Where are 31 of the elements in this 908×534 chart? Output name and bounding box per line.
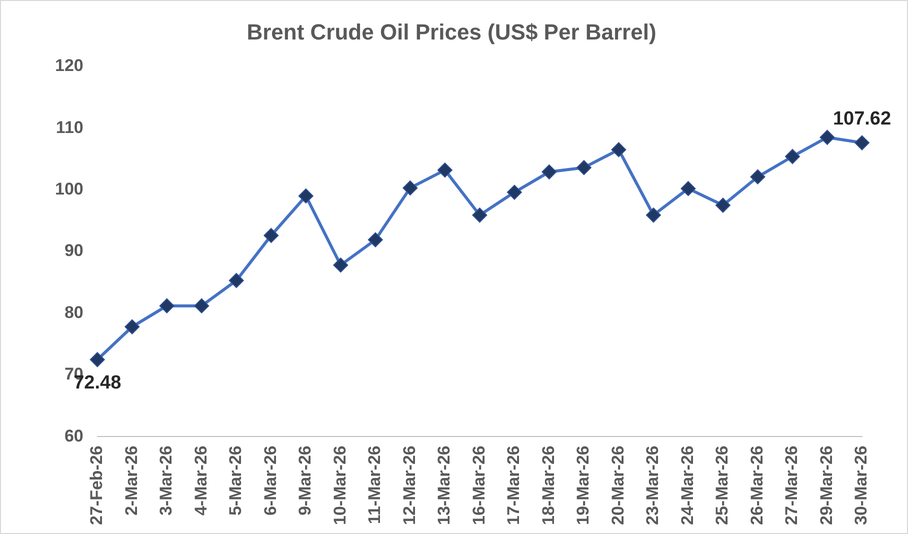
x-tick-label: 4-Mar-26 (191, 446, 210, 516)
x-tick-label: 27-Feb-26 (87, 446, 106, 526)
x-tick-label: 12-Mar-26 (400, 446, 419, 526)
chart-title: Brent Crude Oil Prices (US$ Per Barrel) (246, 19, 656, 44)
x-tick-label: 26-Mar-26 (747, 446, 766, 526)
x-tick-label: 9-Mar-26 (296, 446, 315, 516)
x-tick-label: 30-Mar-26 (852, 446, 871, 526)
x-tick-label: 29-Mar-26 (816, 446, 836, 526)
x-tick-label: 10-Mar-26 (330, 446, 350, 526)
x-tick-label: 18-Mar-26 (538, 446, 558, 526)
x-tick-label: 13-Mar-26 (434, 446, 454, 526)
y-tick-label: 110 (56, 118, 84, 137)
x-tick-label: 6-Mar-26 (260, 446, 280, 516)
x-tick-label: 2-Mar-26 (122, 446, 141, 516)
x-tick-label: 17-Mar-26 (504, 446, 524, 526)
x-tick-label: 24-Mar-26 (678, 446, 697, 526)
x-tick-label: 11-Mar-26 (365, 446, 384, 524)
y-tick-label: 120 (54, 56, 84, 76)
x-tick-label: 19-Mar-26 (574, 446, 593, 526)
x-tick-label: 3-Mar-26 (156, 446, 176, 516)
data-label: 107.62 (832, 108, 892, 130)
y-tick-label: 100 (54, 179, 84, 198)
y-tick-label: 90 (64, 241, 84, 260)
x-tick-label: 25-Mar-26 (712, 446, 732, 526)
y-tick-label: 80 (64, 302, 84, 322)
x-tick-label: 27-Mar-26 (782, 446, 802, 526)
x-tick-label: 16-Mar-26 (469, 446, 488, 526)
x-tick-label: 5-Mar-26 (226, 446, 246, 516)
x-tick-label: 23-Mar-26 (643, 446, 662, 526)
y-tick-label: 60 (64, 426, 84, 446)
x-tick-label: 20-Mar-26 (608, 446, 628, 526)
